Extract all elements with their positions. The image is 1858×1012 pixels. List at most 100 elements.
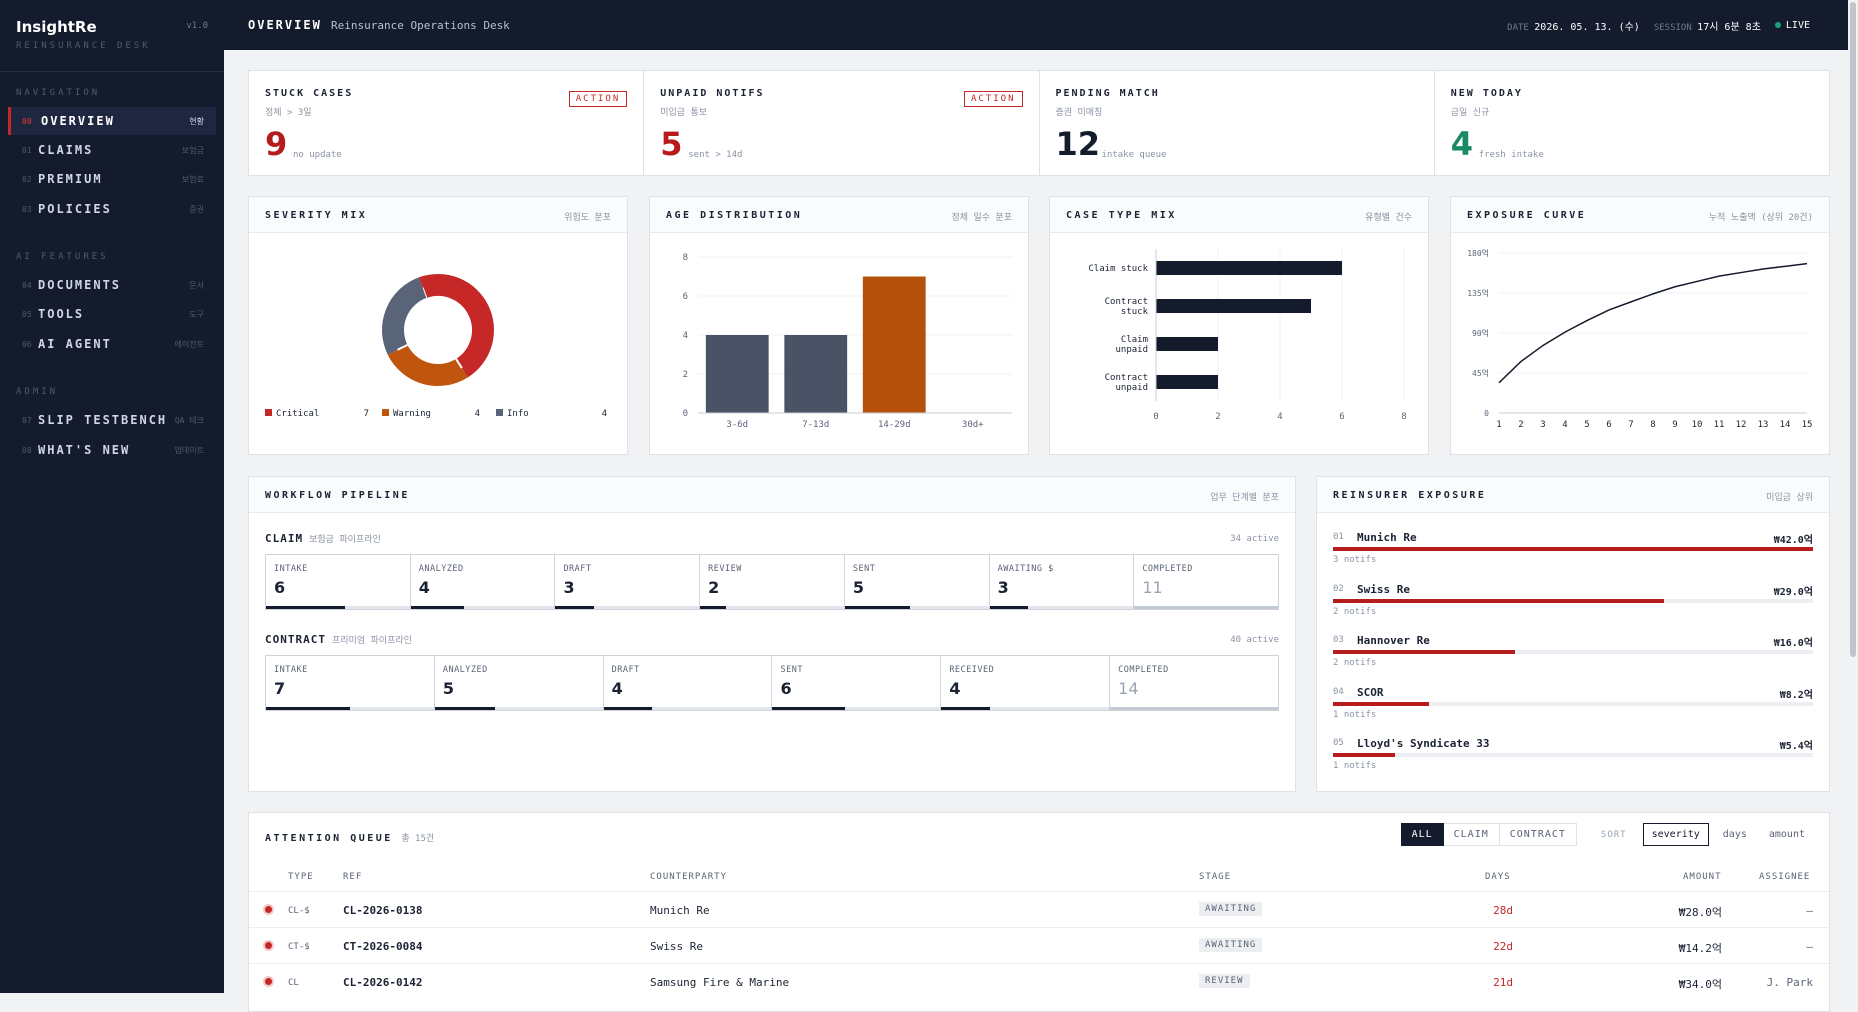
- sort-days-button[interactable]: days: [1722, 829, 1747, 840]
- reinsurer-name: Lloyd's Syndicate 33: [1357, 737, 1490, 750]
- bar-contract-unpaid[interactable]: [1156, 375, 1218, 389]
- nav-label: WHAT'S NEW: [38, 443, 131, 457]
- col-header-stage[interactable]: STAGE: [1199, 872, 1232, 882]
- col-header-amount[interactable]: AMOUNT: [1683, 872, 1722, 882]
- nav-korean: 에이전트: [174, 339, 204, 349]
- reinsurer-name: Hannover Re: [1357, 634, 1430, 647]
- reinsurer-name: Swiss Re: [1357, 582, 1410, 596]
- y-tick-label: 4: [683, 331, 688, 341]
- kpi-unpaid-notifs[interactable]: UNPAID NOTIFS 미입금 통보 ACTION 5 sent > 14d: [644, 71, 1040, 175]
- stage-name: REVIEW: [708, 564, 742, 574]
- nav-label: DOCUMENTS: [38, 278, 122, 292]
- stage-intake[interactable]: INTAKE 7: [266, 656, 435, 710]
- col-header-counterparty[interactable]: COUNTERPARTY: [650, 872, 728, 882]
- stage-bar-track: [555, 606, 700, 609]
- sidebar-item-ai-agent[interactable]: 06 AI AGENT 에이전트: [8, 330, 216, 358]
- donut-slice-critical[interactable]: [418, 274, 494, 378]
- x-tick-label: 1: [1496, 420, 1501, 430]
- stage-count: 14: [1118, 679, 1139, 698]
- stage-name: INTAKE: [274, 665, 308, 675]
- bar-7-13d[interactable]: [784, 335, 848, 413]
- panel-title: WORKFLOW PIPELINE: [265, 490, 410, 501]
- reinsurer-row[interactable]: 04 SCOR ₩8.2억 1 notifs: [1333, 686, 1813, 737]
- session-label: SESSION: [1653, 23, 1692, 33]
- rank-number: 01: [1333, 532, 1344, 542]
- stage-received[interactable]: RECEIVED 4: [941, 656, 1111, 710]
- reinsurer-row[interactable]: 03 Hannover Re ₩16.0억 2 notifs: [1333, 634, 1813, 685]
- stage-completed[interactable]: COMPLETED 14: [1110, 656, 1278, 710]
- sidebar-item-overview[interactable]: 00 OVERVIEW 현황: [8, 107, 216, 135]
- rank-number: 03: [1333, 635, 1344, 645]
- brand-logo: InsightRe: [16, 18, 97, 36]
- panel-header: SEVERITY MIX 위험도 분포: [249, 197, 627, 233]
- kpi-pending-match[interactable]: PENDING MATCH 증권 미매칭 12 intake queue: [1040, 71, 1435, 175]
- stage-analyzed[interactable]: ANALYZED 5: [434, 656, 604, 710]
- exposure-line[interactable]: [1498, 262, 1808, 384]
- sidebar: InsightRe v1.0 REINSURANCE DESK NAVIGATI…: [0, 0, 224, 993]
- stage-awaiting[interactable]: AWAITING $ 3: [989, 555, 1135, 609]
- nav-section-admin: ADMIN: [16, 387, 59, 397]
- stage-sent[interactable]: SENT 6: [772, 656, 942, 710]
- sort-amount-button[interactable]: amount: [1768, 829, 1805, 840]
- stage-name: INTAKE: [274, 564, 308, 574]
- cell-ref[interactable]: CL-2026-0138: [343, 904, 423, 917]
- table-row[interactable]: CL-$ CL-2026-0138 Munich Re AWAITING 28d…: [249, 891, 1829, 927]
- bar-14-29d[interactable]: [862, 276, 926, 414]
- nav-number: 04: [22, 280, 32, 290]
- bar-contract-stuck[interactable]: [1156, 299, 1311, 313]
- claim-active-count: 34 active: [1230, 534, 1279, 544]
- table-row[interactable]: CL CL-2026-0142 Samsung Fire & Marine RE…: [249, 963, 1829, 999]
- kpi-note: sent > 14d: [688, 150, 743, 160]
- reinsurer-row[interactable]: 01 Munich Re ₩42.0억 3 notifs: [1333, 531, 1813, 582]
- filter-all-button[interactable]: ALL: [1400, 823, 1444, 846]
- stage-intake[interactable]: INTAKE 6: [266, 555, 411, 609]
- filter-contract-button[interactable]: CONTRACT: [1499, 823, 1577, 846]
- col-header-assignee[interactable]: ASSIGNEE: [1759, 872, 1811, 882]
- severity-donut-chart: Critical 7 Warning 4 Info 4: [265, 274, 607, 419]
- page-scrollbar[interactable]: [1848, 0, 1858, 993]
- stage-draft[interactable]: DRAFT 3: [555, 555, 701, 609]
- stage-completed[interactable]: COMPLETED 11: [1134, 555, 1279, 609]
- stage-bar-fill: [772, 707, 845, 710]
- y-tick-label: Contract: [1105, 297, 1148, 307]
- sidebar-item-tools[interactable]: 05 TOOLS 도구: [8, 300, 216, 328]
- col-header-days[interactable]: DAYS: [1485, 872, 1511, 882]
- sidebar-item-claims[interactable]: 01 CLAIMS 보험금: [8, 136, 216, 164]
- live-label: LIVE: [1785, 20, 1810, 31]
- nav-korean: 문서: [189, 280, 204, 290]
- stage-count: 6: [780, 679, 792, 698]
- filter-claim-button[interactable]: CLAIM: [1443, 823, 1500, 846]
- kpi-stuck-cases[interactable]: STUCK CASES 정체 > 3일 ACTION 9 no update: [249, 71, 645, 175]
- bar-claim-stuck[interactable]: [1156, 261, 1342, 275]
- reinsurer-row[interactable]: 02 Swiss Re ₩29.0억 2 notifs: [1333, 582, 1813, 634]
- slice-separator: [455, 358, 463, 369]
- sidebar-item-whats-new[interactable]: 08 WHAT'S NEW 업데이트: [8, 436, 216, 464]
- col-header-type[interactable]: TYPE: [288, 872, 314, 882]
- cell-ref[interactable]: CL-2026-0142: [343, 976, 423, 989]
- table-row[interactable]: CT-$ CT-2026-0084 Swiss Re AWAITING 22d …: [249, 927, 1829, 963]
- scroll-thumb[interactable]: [1850, 2, 1856, 657]
- sidebar-item-slip-testbench[interactable]: 07 SLIP TESTBENCH QA 테크: [8, 406, 216, 434]
- legend-label: Info: [507, 409, 529, 419]
- reinsurer-row[interactable]: 05 Lloyd's Syndicate 33 ₩5.4억 1 notifs: [1333, 737, 1813, 788]
- stage-analyzed[interactable]: ANALYZED 4: [410, 555, 556, 609]
- brand-subtitle: REINSURANCE DESK: [16, 41, 151, 51]
- x-tick-label: 14: [1780, 420, 1791, 430]
- kpi-new-today[interactable]: NEW TODAY 금일 신규 4 fresh intake: [1435, 71, 1829, 175]
- cell-ref[interactable]: CT-2026-0084: [343, 940, 423, 953]
- sidebar-item-documents[interactable]: 04 DOCUMENTS 문서: [8, 271, 216, 299]
- reinsurer-name: Munich Re: [1357, 531, 1417, 544]
- stage-bar-track: [772, 707, 941, 710]
- bar-3-6d[interactable]: [705, 335, 769, 413]
- donut-slice-warning[interactable]: [387, 344, 468, 386]
- sidebar-item-premium[interactable]: 02 PREMIUM 보험료: [8, 165, 216, 193]
- bar-claim-unpaid[interactable]: [1156, 337, 1218, 351]
- sort-severity-button[interactable]: severity: [1642, 823, 1709, 846]
- stage-sent[interactable]: SENT 5: [844, 555, 990, 609]
- stage-review[interactable]: REVIEW 2: [700, 555, 845, 609]
- stage-draft[interactable]: DRAFT 4: [603, 656, 773, 710]
- donut-slice-info[interactable]: [382, 277, 427, 355]
- y-tick-label: Contract: [1105, 373, 1148, 383]
- sidebar-item-policies[interactable]: 03 POLICIES 증권: [8, 195, 216, 223]
- col-header-ref[interactable]: REF: [343, 872, 363, 882]
